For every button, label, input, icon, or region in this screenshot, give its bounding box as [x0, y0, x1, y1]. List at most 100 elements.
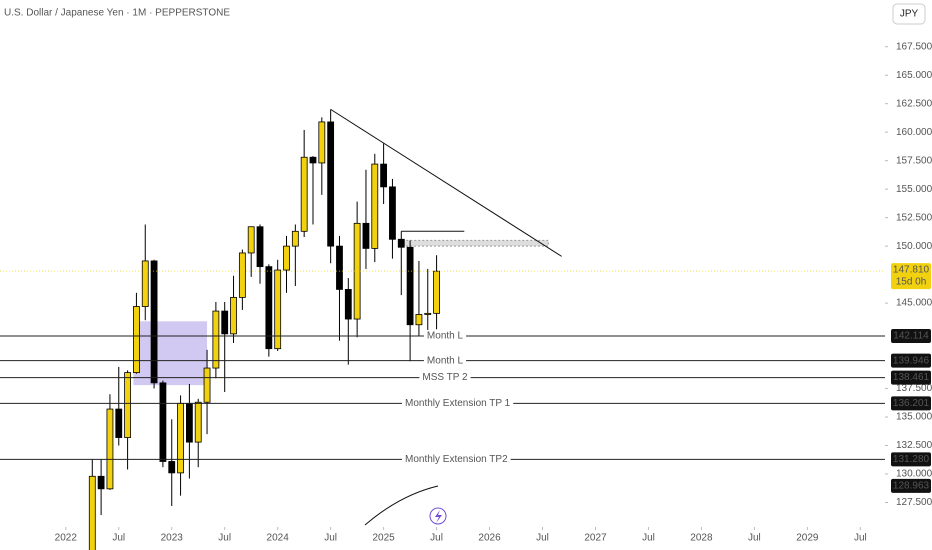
- candle-body: [291, 230, 299, 247]
- candle-body: [159, 382, 167, 462]
- candle-body: [336, 245, 343, 290]
- candle-body: [380, 163, 388, 188]
- candle-body: [168, 461, 176, 474]
- candle-body: [238, 252, 246, 298]
- x-tick-label: Jul: [324, 533, 337, 544]
- candle-body: [362, 222, 370, 249]
- x-tick-label: 2026: [478, 533, 501, 544]
- price-tag-label: 128.963: [893, 480, 930, 491]
- price-tag: [891, 353, 931, 368]
- candle-body: [203, 367, 211, 403]
- price-tag-label: 138.461: [893, 372, 930, 383]
- currency-button[interactable]: [892, 3, 926, 25]
- level-name-bg: [402, 397, 514, 410]
- y-tick-label: 135.000: [896, 412, 932, 423]
- plot: [88, 108, 562, 550]
- candle-body: [212, 310, 220, 369]
- y-tick-label: 130.000: [896, 469, 932, 480]
- candle-body: [115, 408, 123, 438]
- alert-bolt: [435, 510, 442, 523]
- candle-body: [389, 186, 396, 240]
- y-tick-label: 167.500: [896, 41, 932, 52]
- candle-body: [88, 475, 96, 550]
- x-tick-label: Jul: [430, 533, 443, 544]
- candle-body: [415, 314, 423, 326]
- currency-label[interactable]: JPY: [900, 9, 919, 20]
- x-tick-label: 2023: [161, 533, 184, 544]
- price-tag-label: 139.946: [893, 355, 930, 366]
- candle-body: [424, 312, 432, 315]
- y-tick-label: 137.500: [896, 383, 932, 394]
- x-tick-label: Jul: [112, 533, 125, 544]
- candle-body: [371, 163, 379, 249]
- level-name: MSS TP 2: [422, 372, 468, 383]
- candle-body: [150, 260, 158, 384]
- candle-body: [106, 408, 114, 490]
- x-tick-label: 2025: [372, 533, 395, 544]
- last-price-label: 147.810: [893, 265, 930, 276]
- level-name: Month L: [427, 355, 464, 366]
- candle-body: [141, 260, 149, 307]
- y-tick-label: 155.000: [896, 184, 932, 195]
- price-tag: [891, 370, 931, 385]
- candle-body: [397, 238, 405, 248]
- candle-body: [318, 121, 326, 164]
- price-tag: [891, 328, 931, 343]
- level-name-bg: [423, 354, 467, 367]
- y-tick-label: 127.500: [896, 497, 932, 508]
- level-name-bg: [419, 371, 471, 384]
- price-tag-label: 131.280: [893, 454, 930, 465]
- price-tag: [891, 396, 931, 411]
- candle-body: [177, 402, 184, 474]
- countdown-label: 15d 0h: [896, 277, 927, 288]
- x-tick-label: Jul: [218, 533, 231, 544]
- x-tick-label: 2027: [584, 533, 607, 544]
- candle-body: [406, 246, 414, 326]
- y-tick-label: 145.000: [896, 298, 932, 309]
- level-name: Monthly Extension TP2: [405, 454, 508, 465]
- level-name: Monthly Extension TP 1: [405, 398, 511, 409]
- level-name-bg: [402, 453, 511, 466]
- y-tick-label: 132.500: [896, 440, 932, 451]
- y-tick-label: 165.000: [896, 70, 932, 81]
- x-tick-label: Jul: [536, 533, 549, 544]
- candle-body: [194, 401, 202, 443]
- drawing-curve: [364, 485, 439, 526]
- candle-body: [309, 156, 317, 164]
- trendline: [330, 108, 562, 257]
- candle-body: [283, 245, 290, 271]
- x-tick-label: Jul: [854, 533, 867, 544]
- level-name-bg: [423, 329, 467, 342]
- price-tag-label: 142.114: [893, 331, 929, 342]
- x-tick-label: 2029: [796, 533, 819, 544]
- candle-body: [327, 121, 335, 247]
- fvg-box: [133, 321, 208, 386]
- candle-body: [256, 226, 264, 268]
- y-tick-label: 162.500: [896, 98, 932, 109]
- x-tick-label: 2024: [267, 533, 290, 544]
- candle-body: [133, 306, 140, 374]
- price-tag-label: 136.201: [893, 398, 930, 409]
- candle-body: [344, 289, 352, 320]
- x-tick-label: 2028: [690, 533, 713, 544]
- candle-body: [433, 270, 440, 314]
- candle-body: [221, 310, 229, 335]
- candle-body: [265, 266, 273, 350]
- y-tick-label: 152.500: [896, 212, 932, 223]
- price-tag: [891, 452, 931, 467]
- candle-body: [185, 402, 193, 443]
- candle-body: [274, 269, 282, 350]
- last-price-tag: [891, 263, 931, 290]
- candle-body: [300, 156, 308, 232]
- level-name: Month L: [427, 331, 464, 342]
- chart-title: U.S. Dollar / Japanese Yen · 1M · PEPPER…: [4, 8, 230, 19]
- candle-body: [97, 475, 105, 490]
- x-tick-label: Jul: [642, 533, 655, 544]
- y-tick-label: 160.000: [896, 127, 932, 138]
- y-tick-label: 157.500: [896, 155, 932, 166]
- x-tick-label: Jul: [748, 533, 761, 544]
- price-tag: [891, 478, 931, 493]
- y-tick-label: 150.000: [896, 241, 932, 252]
